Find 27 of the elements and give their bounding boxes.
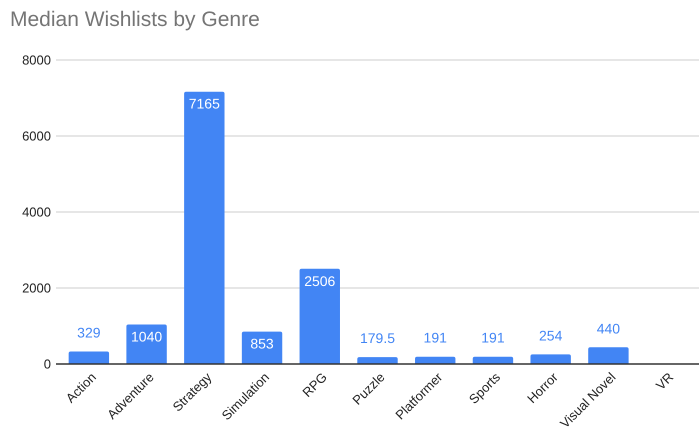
- data-label: 1040: [131, 328, 162, 344]
- bar: [588, 347, 629, 364]
- data-label: 179.5: [360, 330, 396, 346]
- bar: [357, 357, 398, 364]
- x-tick-label: VR: [652, 370, 676, 393]
- data-label: 440: [596, 320, 620, 336]
- bar: [68, 352, 110, 364]
- data-label: 853: [250, 336, 274, 352]
- bar: [300, 268, 340, 364]
- bar: [530, 354, 571, 364]
- y-tick-label: 2000: [22, 280, 51, 296]
- y-tick-label: 6000: [22, 128, 51, 144]
- bar: [415, 356, 456, 364]
- y-tick-label: 0: [44, 356, 51, 372]
- bar: [126, 324, 167, 364]
- data-label: 329: [77, 324, 101, 340]
- data-label: 7165: [188, 96, 220, 112]
- data-label: 191: [481, 330, 505, 346]
- data-label: 254: [539, 327, 563, 344]
- data-label: 191: [424, 330, 448, 346]
- chart-title: Median Wishlists by Genre: [10, 8, 260, 31]
- y-tick-label: 8000: [22, 52, 51, 68]
- y-tick-label: 4000: [22, 204, 51, 220]
- bar: [242, 332, 282, 364]
- bar: [184, 92, 225, 364]
- data-label: 2506: [304, 272, 336, 289]
- bar: [472, 356, 514, 364]
